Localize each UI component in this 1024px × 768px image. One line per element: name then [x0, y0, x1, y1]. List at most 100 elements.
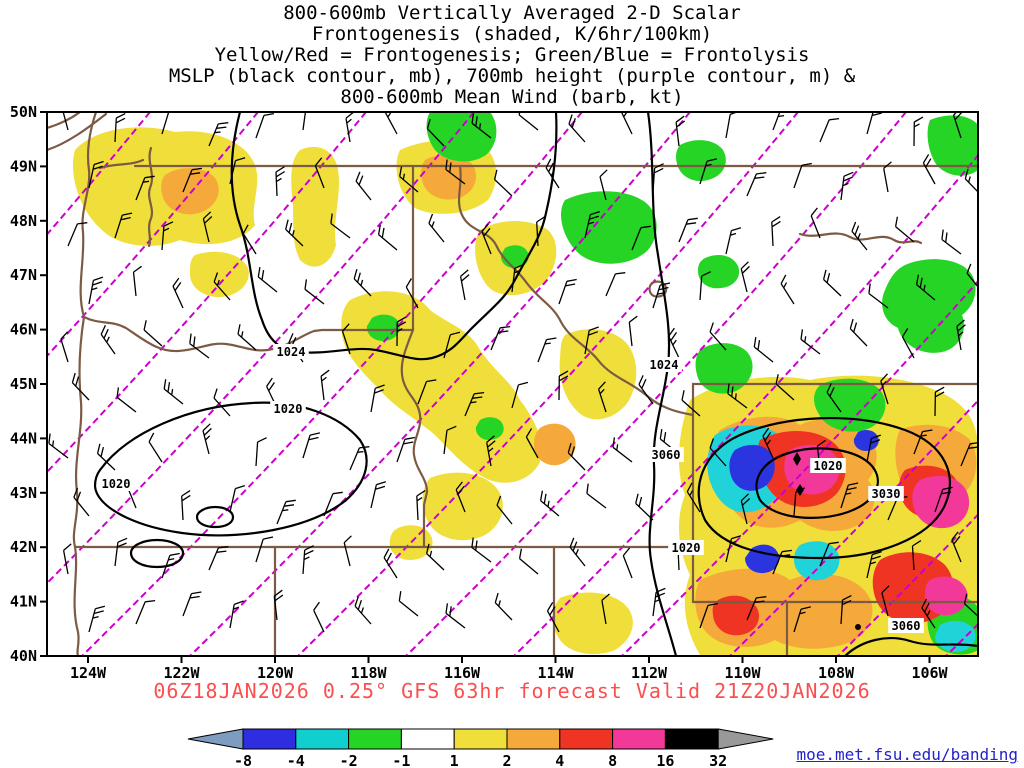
wind-barb [960, 442, 978, 467]
wind-barb [772, 112, 785, 131]
wind-barb [982, 496, 994, 524]
wind-barb [699, 158, 718, 185]
forecast-info: 06Z18JAN2026 0.25° GFS 63hr forecast Val… [153, 679, 871, 703]
lon-label: 108W [818, 664, 855, 682]
site-link[interactable]: moe.met.fsu.edu/banding [796, 745, 1018, 764]
wind-barb [819, 117, 840, 143]
wind-barb [213, 388, 231, 417]
wind-barb [116, 387, 137, 413]
wind-barb [302, 545, 314, 575]
lat-label: 48N [10, 212, 37, 230]
wind-barb [652, 587, 666, 617]
wind-barb [494, 592, 513, 621]
wind-barb [725, 535, 742, 563]
colorbar-tick-label: 2 [502, 752, 511, 768]
wind-barb [518, 548, 539, 575]
wind-barb [345, 112, 355, 143]
lat-label: 44N [10, 429, 37, 447]
wind-barb [229, 157, 246, 185]
colorbar-tick-label: 8 [608, 752, 617, 768]
vancouver-island-coast [47, 112, 108, 152]
wind-barb [377, 224, 398, 251]
mslp-contour-1024-east [646, 112, 678, 656]
wind-barb [486, 435, 496, 467]
wind-barb [727, 383, 748, 409]
wind-barb [62, 112, 69, 131]
mslp-contour-closed-small-2 [195, 505, 235, 529]
lat-label: 41N [10, 593, 37, 611]
wind-barb [181, 490, 191, 521]
lat-label: 40N [10, 647, 37, 665]
wind-barb [135, 599, 156, 625]
wind-barb [635, 493, 654, 521]
wind-barb [840, 595, 852, 625]
mslp-contour-bottom-right [844, 637, 978, 656]
wind-barb [237, 324, 257, 351]
wind-barb [229, 600, 244, 629]
contour-labels-layer: 1024 1020 1020 1024 3060 1020 3030 1020 3060 [98, 344, 924, 633]
wind-barb [135, 175, 155, 201]
lon-label: 106W [911, 664, 948, 682]
shaded-region-red [712, 595, 760, 636]
wind-barb [208, 546, 229, 571]
colorbar-tick-label: 1 [450, 752, 459, 768]
height-contour [47, 112, 367, 474]
border-or-id-snake-river [400, 328, 429, 549]
wind-barb [568, 114, 586, 143]
wind-barb [163, 379, 184, 405]
wind-barb [255, 112, 275, 139]
wind-barb [866, 550, 882, 579]
colorbar-segment [559, 728, 614, 750]
shaded-region-orange [534, 423, 576, 466]
strait-juan-de-fuca [98, 158, 145, 170]
wind-barb [161, 552, 180, 579]
mslp-contour-closed-small-1 [129, 538, 185, 569]
mslp-contour-layer [93, 112, 978, 656]
wind-barb [537, 337, 557, 363]
wind-barb [868, 283, 889, 309]
colorbar-segment [295, 728, 350, 750]
wind-barb [202, 211, 213, 243]
mslp-contour-se-outer [697, 417, 951, 560]
colorbar-segment [242, 728, 297, 750]
wind-barb [143, 320, 163, 347]
wind-barb [213, 272, 231, 301]
mslp-contour-1020-loop [93, 401, 368, 537]
wind-barb [354, 596, 372, 625]
wind-barb [913, 429, 933, 455]
wind-barb [586, 483, 607, 509]
shaded-region-black [855, 624, 861, 630]
title-line-4: MSLP (black contour, mb), 700mb height (… [168, 65, 856, 87]
wind-barb [396, 316, 407, 347]
contour-label-bg [810, 458, 846, 473]
wind-barb [399, 166, 419, 193]
wind-barb [276, 499, 296, 525]
wind-barb [496, 495, 513, 525]
shaded-region-yellow [389, 525, 433, 560]
lat-label: 46N [10, 321, 37, 339]
wind-barb [88, 160, 104, 189]
wind-barb [518, 112, 539, 131]
wind-barb [323, 491, 343, 517]
wind-barb [866, 112, 882, 135]
shaded-region-blue [729, 444, 775, 491]
wind-barb [202, 423, 212, 455]
wind-barb [941, 229, 962, 255]
wind-barb [417, 379, 437, 405]
title-line-5: 800-600mb Mean Wind (barb, kt) [340, 86, 684, 108]
shaded-region-orange [161, 168, 219, 215]
wind-barb [558, 278, 577, 305]
wind-barb [826, 383, 842, 413]
colorbar-segment [348, 728, 402, 750]
wind-barb [114, 113, 126, 143]
wind-barb [631, 225, 651, 251]
wind-barb [612, 437, 633, 463]
wind-barb [148, 432, 163, 463]
height-contour-layer [47, 112, 978, 656]
wind-barb [330, 213, 351, 239]
frontogenesis-shading-layer [72, 112, 978, 655]
wind-barb [894, 216, 915, 243]
wind-barb [426, 118, 445, 147]
border-id-mt [457, 164, 695, 417]
